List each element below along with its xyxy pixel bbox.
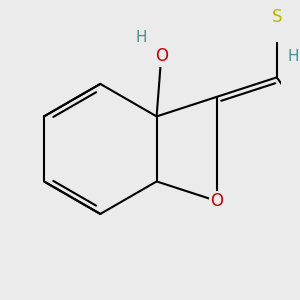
Text: S: S — [272, 8, 282, 26]
Text: O: O — [155, 47, 168, 65]
Text: H: H — [135, 30, 147, 45]
Text: H: H — [288, 50, 299, 64]
Text: O: O — [210, 192, 223, 210]
